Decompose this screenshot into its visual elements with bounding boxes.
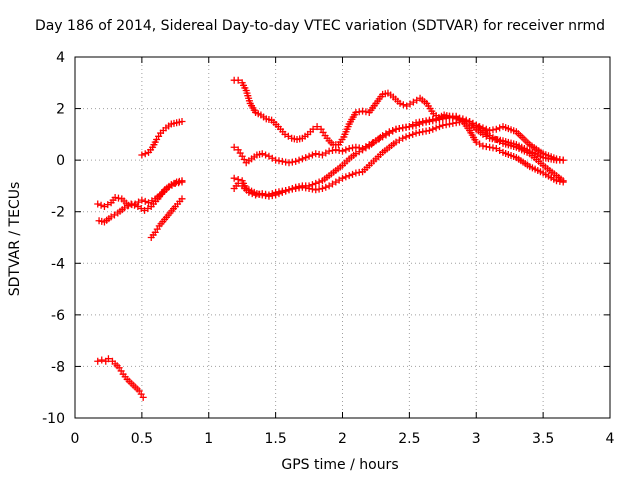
series-track-b <box>95 177 186 226</box>
data-point <box>127 200 135 208</box>
data-point <box>138 151 146 159</box>
chart-title: Day 186 of 2014, Sidereal Day-to-day VTE… <box>34 18 606 34</box>
data-point <box>97 201 105 209</box>
data-point <box>131 201 139 209</box>
x-tick-label: 4 <box>606 431 615 447</box>
data-point <box>349 170 357 178</box>
data-point <box>402 133 410 141</box>
data-point <box>496 124 504 132</box>
data-point <box>342 173 350 181</box>
data-point <box>234 76 242 84</box>
data-point <box>415 120 423 128</box>
data-point <box>435 123 443 131</box>
data-point <box>94 200 102 208</box>
data-point <box>104 355 112 363</box>
series-track-e <box>94 355 147 401</box>
data-point <box>94 357 102 365</box>
data-point <box>308 151 316 159</box>
plot-frame <box>74 56 611 419</box>
data-point <box>429 125 437 133</box>
x-tick-label: 0 <box>71 431 80 447</box>
data-point <box>141 150 149 158</box>
x-tick-label: 1.5 <box>264 431 286 447</box>
y-tick-label: 4 <box>56 50 65 66</box>
data-point <box>559 177 567 185</box>
x-tick-label: 1 <box>204 431 213 447</box>
x-tick-label: 2.5 <box>398 431 420 447</box>
data-point <box>268 190 276 198</box>
data-point <box>318 185 326 193</box>
x-axis-label: GPS time / hours <box>281 457 399 473</box>
data-point <box>396 99 404 107</box>
data-point <box>339 174 346 182</box>
data-point <box>230 143 238 151</box>
data-point <box>298 155 306 163</box>
data-points <box>94 76 567 401</box>
data-point <box>389 126 397 134</box>
data-point <box>322 183 330 191</box>
x-tick-label: 2 <box>338 431 347 447</box>
data-point <box>412 121 420 129</box>
data-point <box>178 195 186 203</box>
series-track-d <box>147 195 186 241</box>
data-point <box>492 125 500 133</box>
data-point <box>295 156 303 164</box>
data-point <box>432 124 440 132</box>
y-tick-label: -2 <box>51 205 65 221</box>
data-point <box>258 150 266 158</box>
data-point <box>339 147 346 155</box>
data-point <box>405 132 413 140</box>
data-point <box>248 190 256 198</box>
data-point <box>265 191 273 199</box>
y-tick-label: 0 <box>56 153 65 169</box>
x-tick-label: 3 <box>472 431 481 447</box>
x-tick-label: 3.5 <box>532 431 554 447</box>
data-point <box>178 117 186 125</box>
y-tick-label: -6 <box>51 308 65 324</box>
tick-labels: 0 0.5 1 1.5 2 2.5 3 3.5 4 4 2 0 -2 -4 -6 -8 -10 <box>42 50 614 447</box>
data-point <box>399 101 407 109</box>
data-point <box>302 154 310 162</box>
data-point <box>98 356 106 364</box>
data-point <box>262 151 270 159</box>
y-tick-label: -4 <box>51 256 65 272</box>
data-point <box>305 152 313 160</box>
data-point <box>345 172 353 180</box>
data-point <box>234 179 242 187</box>
data-point <box>315 178 323 186</box>
data-point <box>409 130 417 138</box>
data-point <box>312 179 320 187</box>
x-tick-label: 0.5 <box>131 431 153 447</box>
y-tick-label: -8 <box>51 359 65 375</box>
data-point <box>309 125 317 133</box>
data-point <box>141 197 149 205</box>
data-point <box>178 177 186 185</box>
y-tick-label: -10 <box>42 411 65 427</box>
data-point <box>385 128 393 136</box>
data-point <box>139 393 147 401</box>
grid <box>75 57 610 418</box>
y-tick-label: 2 <box>56 102 65 118</box>
data-point <box>292 157 300 165</box>
data-point <box>245 188 253 196</box>
series-track-i <box>230 117 567 199</box>
series-track-c <box>138 117 186 159</box>
data-point <box>399 134 407 142</box>
data-point <box>313 123 321 131</box>
data-point <box>230 174 238 182</box>
data-point <box>425 126 433 134</box>
data-point <box>138 196 146 204</box>
data-point <box>342 146 350 154</box>
data-point <box>559 156 567 164</box>
y-axis-label: SDTVAR / TECUs <box>7 181 23 297</box>
